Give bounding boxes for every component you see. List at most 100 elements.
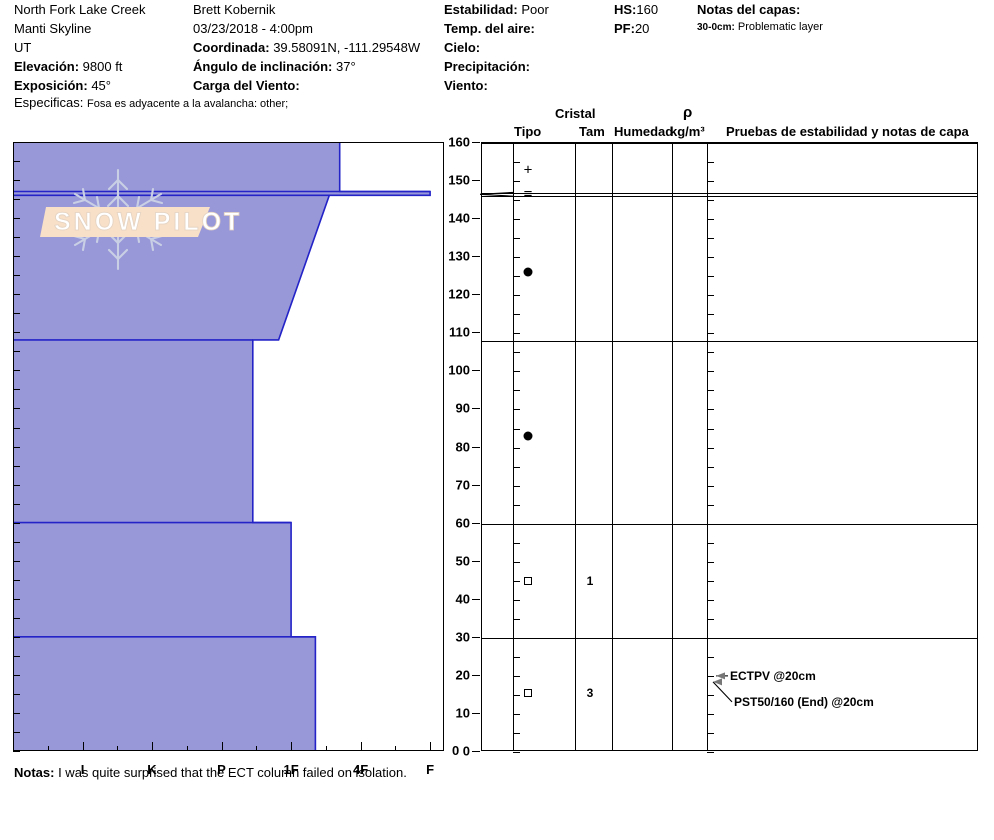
depth-tick <box>472 256 480 258</box>
depth-tick <box>472 218 480 220</box>
plot-minor-tick <box>13 617 20 619</box>
table-depth-tick <box>513 675 520 677</box>
depth-tick-label: 50 <box>455 553 470 569</box>
plot-minor-tick <box>13 693 20 695</box>
table-depth-tick <box>513 618 520 620</box>
table-top-rule <box>482 143 977 144</box>
density-axis-tick <box>707 447 714 449</box>
depth-tick-label: 100 <box>448 362 470 378</box>
layer-note-text: Problematic layer <box>737 21 823 33</box>
table-depth-tick <box>513 409 520 411</box>
hardness-tick <box>430 742 432 751</box>
hardness-label-i: I <box>80 762 85 777</box>
plot-minor-tick <box>13 256 20 258</box>
table-depth-tick <box>513 428 520 430</box>
table-layer-divider <box>482 196 977 198</box>
notes-label: Notas: <box>14 765 55 780</box>
precipitation-row: Precipitación: <box>444 57 614 76</box>
table-column-divider <box>612 143 613 750</box>
grain-faceted-icon <box>524 689 532 697</box>
plot-minor-tick <box>13 465 20 467</box>
table-depth-tick <box>513 314 520 316</box>
table-depth-tick <box>513 257 520 259</box>
table-depth-tick <box>513 371 520 373</box>
pf-value: 20 <box>634 21 650 36</box>
stability-row: Estabilidad: Poor <box>444 0 614 19</box>
depth-tick <box>472 180 480 182</box>
table-depth-tick <box>513 295 520 297</box>
elevation-label: Elevación: <box>14 59 80 74</box>
hardness-tick <box>360 742 362 751</box>
grain-decomposing-icon: = <box>523 185 533 203</box>
hs-label: HS: <box>614 2 637 17</box>
depth-tick-label: 140 <box>448 210 470 226</box>
hardness-label-1f: 1F <box>283 762 299 777</box>
table-depth-tick <box>513 504 520 506</box>
plot-minor-tick <box>13 655 20 657</box>
plot-minor-tick <box>13 332 20 334</box>
depth-tick-label: 80 <box>455 439 470 454</box>
hardness-tick <box>291 742 293 751</box>
table-depth-tick <box>513 276 520 278</box>
hardness-label-4f: 4F <box>353 762 369 777</box>
depth-tick-label: 160 <box>448 134 470 150</box>
hardness-tick <box>47 746 49 751</box>
observer-name: Brett Kobernik <box>193 2 276 17</box>
plot-minor-tick <box>13 313 20 315</box>
hardness-tick <box>395 746 397 751</box>
elevation-row: Elevación: 9800 ft <box>14 57 194 76</box>
hardness-tick <box>82 742 84 751</box>
table-depth-tick <box>513 238 520 240</box>
hardness-profile-plot <box>13 142 444 752</box>
table-column-divider <box>707 143 708 750</box>
hardness-label-f: F <box>426 762 435 777</box>
layer-notes-title: Notas del capas: <box>697 2 801 17</box>
header-tam: Tam <box>579 124 605 139</box>
density-axis-tick <box>707 542 714 544</box>
plot-minor-tick <box>13 370 20 372</box>
density-axis-tick <box>707 314 714 316</box>
header-rho-icon: ρ <box>683 104 693 121</box>
specifics-value: Fosa es adyacente a la avalancha: other; <box>87 98 289 110</box>
depth-tick <box>472 142 480 143</box>
table-depth-tick <box>513 200 520 202</box>
pf-row: PF:20 <box>614 19 694 38</box>
sky-label: Cielo: <box>444 40 481 55</box>
air-temp-label: Temp. del aire: <box>444 21 535 36</box>
hardness-axis: I K P 1F 4F F <box>13 742 445 777</box>
table-depth-tick <box>513 694 520 696</box>
plot-minor-tick <box>13 751 20 752</box>
table-depth-tick <box>513 523 520 525</box>
depth-tick <box>472 332 480 334</box>
table-depth-tick <box>513 542 520 544</box>
header-layer-notes-column: Notas del capas: 30-0cm: Problematic lay… <box>697 0 987 38</box>
slope-angle-label: Ángulo de inclinación: <box>193 59 333 74</box>
plot-minor-tick <box>13 161 20 162</box>
wind-loading-row: Carga del Viento: <box>193 76 453 95</box>
plot-minor-tick <box>13 598 20 600</box>
slope-angle-row: Ángulo de inclinación: 37° <box>193 57 453 76</box>
depth-tick <box>472 636 480 638</box>
depth-tick <box>472 522 480 524</box>
wind-label: Viento: <box>444 78 488 93</box>
density-axis-tick <box>707 485 714 487</box>
density-axis-tick <box>707 428 714 430</box>
plot-minor-tick <box>13 199 20 201</box>
density-axis-tick <box>707 618 714 620</box>
density-axis-tick <box>707 580 714 582</box>
hardness-label-p: P <box>217 762 226 777</box>
observation-datetime: 03/23/2018 - 4:00pm <box>193 21 313 36</box>
hardness-tick <box>256 746 258 751</box>
header-location-column: North Fork Lake Creek Manti Skyline UT E… <box>14 0 194 95</box>
header-tipo: Tipo <box>514 124 542 139</box>
density-axis-tick <box>707 352 714 354</box>
depth-tick-label: 70 <box>455 477 470 493</box>
plot-minor-tick <box>13 218 20 220</box>
density-axis-tick <box>707 733 714 734</box>
plot-minor-tick <box>13 674 20 676</box>
plot-minor-tick <box>13 712 20 714</box>
plot-border <box>13 142 444 751</box>
depth-tick <box>472 751 480 752</box>
density-axis-tick <box>707 371 714 373</box>
table-depth-tick <box>513 656 520 658</box>
